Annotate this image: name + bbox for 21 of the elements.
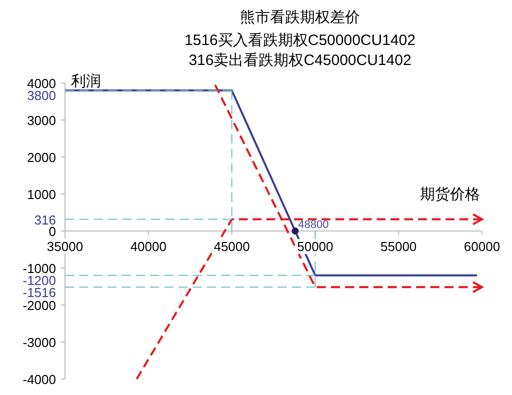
x-tick-label: 35000 — [46, 239, 84, 254]
y-tick-label: -1516 — [22, 285, 56, 300]
x-axis-title: 期货价格 — [420, 186, 480, 203]
y-axis-title: 利润 — [71, 73, 101, 90]
y-tick-label: -1200 — [22, 273, 56, 288]
x-tick-label: 40000 — [130, 239, 166, 254]
x-tick-label: 45000 — [214, 239, 250, 254]
y-tick-label: -1000 — [22, 261, 56, 276]
y-tick-label: 4000 — [27, 76, 56, 91]
x-tick-label: 55000 — [380, 239, 417, 254]
y-tick-label: 2000 — [27, 150, 56, 165]
y-tick-label: -2000 — [22, 298, 56, 313]
y-tick-label: -3000 — [22, 335, 56, 350]
y-tick-label: 1000 — [27, 187, 56, 202]
y-tick-label: -4000 — [22, 372, 56, 387]
y-tick-label: 3800 — [27, 88, 56, 103]
x-tick-label: 50000 — [297, 239, 334, 254]
annotation: 48800 — [298, 219, 329, 231]
x-tick-label: 60000 — [464, 239, 500, 254]
title: 熊市看跌期权差价 1516买入看跌期权C50000CU1402 316卖出看跌期权C45000CU1402 — [184, 9, 416, 69]
y-tick-label: 3000 — [27, 113, 56, 128]
